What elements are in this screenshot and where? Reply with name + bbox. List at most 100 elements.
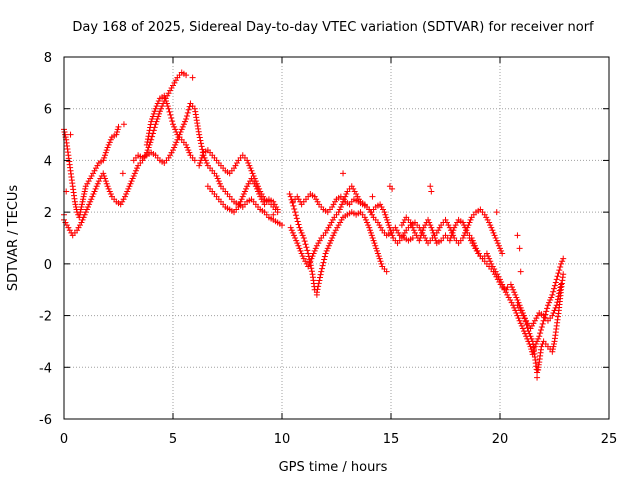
data-point [318,265,325,272]
data-point [251,180,258,187]
data-point [240,191,247,198]
data-point [447,235,454,241]
data-point [196,162,203,169]
data-point [504,291,511,298]
data-point [495,273,502,280]
data-point [184,109,191,116]
data-point [199,146,206,153]
data-point [289,229,296,236]
data-point [95,178,102,185]
data-point [185,147,192,154]
data-point [231,165,238,172]
data-point [168,149,175,156]
data-point [63,222,70,229]
data-point [153,103,160,110]
data-point [519,325,526,332]
data-point [84,180,91,187]
data-point [556,267,563,274]
data-point [315,283,322,290]
data-point [102,178,109,185]
data-point [332,227,339,234]
data-point [120,121,127,128]
data-point [321,256,328,263]
data-point [533,315,540,322]
data-point [102,149,109,156]
data-point [521,315,528,322]
data-point [183,141,190,148]
data-point [199,152,206,159]
data-point [81,211,88,218]
data-point [549,348,556,355]
data-point [502,289,509,296]
data-point [183,112,190,119]
data-point [504,284,511,291]
data-point [376,222,383,229]
data-point [316,274,323,281]
data-point [427,183,434,190]
data-point [197,137,204,144]
data-point [75,224,82,231]
data-point [317,271,324,278]
data-point [286,191,293,198]
data-point [461,232,468,239]
data-point [297,227,304,234]
data-point [171,123,178,130]
data-point [544,305,551,312]
data-point [446,237,453,244]
data-point [172,77,179,84]
data-point [295,196,302,203]
data-point [366,224,373,231]
data-point [454,219,461,226]
data-point [287,193,294,200]
data-point [301,238,308,245]
data-point [378,203,385,210]
data-point [377,224,384,231]
data-point [497,245,503,252]
data-point [334,224,341,231]
series-isolated [61,74,542,381]
data-point [172,141,179,148]
data-point [170,147,176,154]
data-point [167,152,174,159]
data-point [481,211,488,218]
data-point [514,302,521,309]
data-point [186,103,193,110]
data-point [183,116,190,123]
data-point [410,227,417,234]
data-point [144,147,151,154]
data-point [328,219,335,226]
data-point [72,203,79,210]
data-point [308,265,315,272]
data-point [170,121,176,128]
y-tick-label: 4 [44,154,52,169]
data-point [165,154,172,161]
data-point [67,131,74,138]
data-point [557,263,564,270]
data-point [429,227,436,234]
y-tick-label: 2 [44,206,52,221]
data-point [85,178,92,185]
data-point [90,170,97,177]
data-point [107,136,114,143]
data-point [526,341,533,348]
data-point [198,154,205,161]
data-point [198,143,205,150]
data-point [144,136,151,143]
data-point [338,216,345,223]
data-point [155,113,162,120]
data-point [82,183,89,190]
data-point [535,366,542,373]
x-tick-label: 5 [169,432,177,447]
data-point [329,203,336,210]
data-point [304,247,311,254]
data-point [287,224,294,231]
data-point [183,72,190,79]
data-point [466,235,473,241]
data-point [517,268,524,275]
data-point [367,229,374,236]
data-point [105,185,112,192]
data-point [538,343,545,350]
data-point [459,235,466,241]
data-point [388,229,395,236]
data-point [499,281,506,288]
